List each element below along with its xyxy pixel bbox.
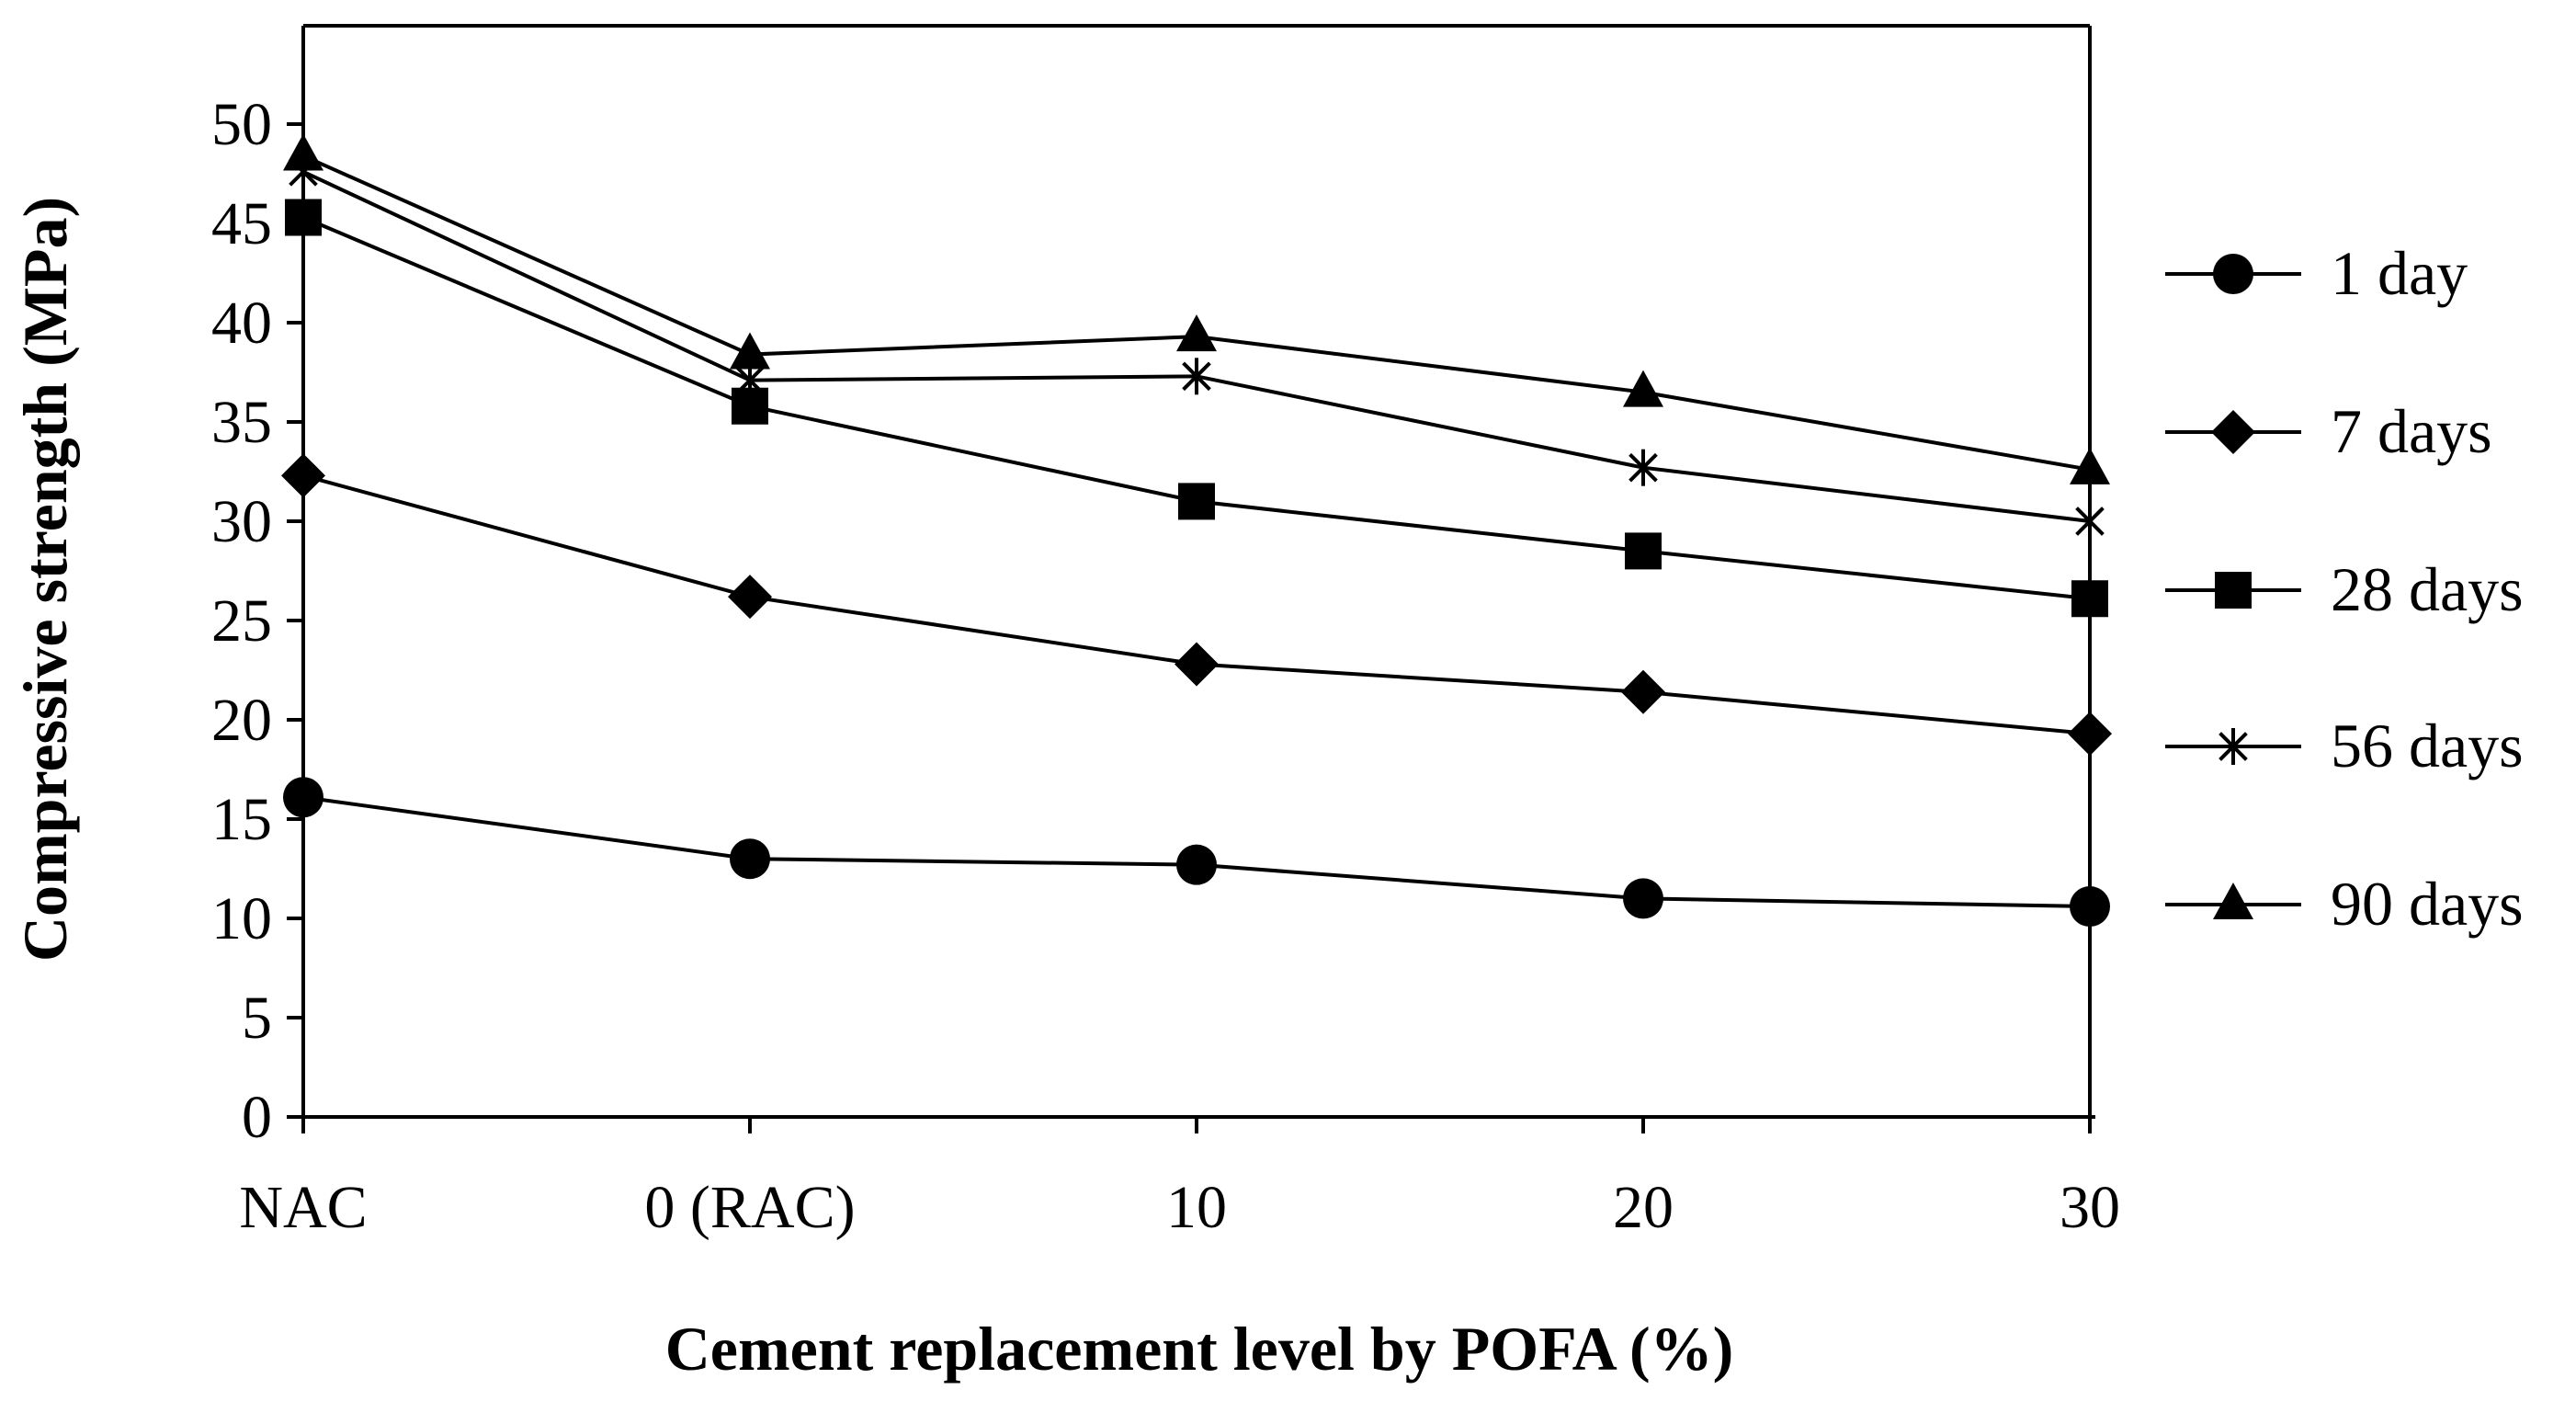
legend-label: 90 days bbox=[2331, 869, 2524, 939]
data-point-7-days bbox=[1175, 642, 1219, 687]
series-56-days bbox=[289, 153, 2105, 540]
data-point-90-days bbox=[1623, 370, 1663, 407]
data-point-90-days bbox=[730, 332, 770, 370]
y-tick-label: 0 bbox=[242, 1084, 272, 1151]
x-tick-label: 20 bbox=[1613, 1174, 1674, 1241]
x-axis-title: Cement replacement level by POFA (%) bbox=[665, 1314, 1734, 1384]
asterisk-stroke bbox=[735, 365, 765, 395]
legend-marker-28-days bbox=[2215, 572, 2252, 609]
y-tick-label: 20 bbox=[211, 687, 272, 754]
legend-item-56-days: 56 days bbox=[2165, 711, 2524, 780]
legend-label: 1 day bbox=[2331, 238, 2468, 308]
x-tick-label: NAC bbox=[239, 1174, 367, 1241]
data-point-28-days bbox=[2071, 580, 2108, 618]
data-point-1-day bbox=[283, 777, 323, 818]
data-point-56-days bbox=[1628, 449, 1658, 486]
y-tick-label: 35 bbox=[211, 389, 272, 456]
series-28-days bbox=[285, 199, 2108, 618]
asterisk-stroke bbox=[2219, 732, 2248, 761]
legend-item-90-days: 90 days bbox=[2165, 869, 2524, 939]
data-point-90-days bbox=[1176, 314, 1217, 352]
data-point-28-days bbox=[1625, 532, 1662, 570]
y-tick-label: 45 bbox=[211, 190, 272, 257]
series-1-day bbox=[283, 777, 2110, 928]
axes: 0 5 10 15 20 25 30 35 40 45 50 NAC 0 (RAC) 10 20 30 bbox=[211, 24, 2120, 1241]
data-point-28-days bbox=[285, 199, 322, 236]
asterisk-stroke bbox=[2075, 507, 2105, 536]
legend-marker-56-days bbox=[2219, 728, 2248, 765]
legend-label: 28 days bbox=[2331, 554, 2524, 624]
legend-label: 56 days bbox=[2331, 711, 2524, 780]
series-line-90-days bbox=[302, 154, 2091, 472]
data-point-7-days bbox=[2068, 712, 2112, 757]
legend-item-28-days: 28 days bbox=[2165, 554, 2524, 624]
y-tick-label: 30 bbox=[211, 488, 272, 555]
legend-marker-7-days bbox=[2211, 410, 2255, 454]
y-tick-label: 40 bbox=[211, 290, 272, 357]
x-tick-label: 0 (RAC) bbox=[644, 1174, 855, 1241]
x-tick-label: 30 bbox=[2060, 1174, 2120, 1241]
x-tick-label: 10 bbox=[1166, 1174, 1227, 1241]
data-point-90-days bbox=[2070, 447, 2110, 484]
data-point-7-days bbox=[728, 575, 772, 620]
y-tick-label: 50 bbox=[211, 91, 272, 158]
legend-item-7-days: 7 days bbox=[2165, 396, 2492, 466]
data-point-28-days bbox=[1178, 483, 1215, 520]
data-point-56-days bbox=[2075, 503, 2105, 540]
data-point-7-days bbox=[281, 453, 325, 498]
legend-marker-90-days bbox=[2213, 883, 2253, 919]
legend-label: 7 days bbox=[2331, 396, 2492, 466]
data-point-90-days bbox=[283, 133, 323, 171]
y-tick-label: 25 bbox=[211, 587, 272, 655]
y-tick-label: 10 bbox=[211, 885, 272, 952]
data-point-1-day bbox=[1623, 878, 1663, 919]
series-90-days bbox=[283, 133, 2110, 484]
asterisk-stroke bbox=[1628, 452, 1658, 483]
data-point-1-day bbox=[730, 838, 770, 880]
series-layer bbox=[281, 133, 2112, 928]
data-point-1-day bbox=[2070, 886, 2110, 928]
data-point-56-days bbox=[1182, 358, 1211, 395]
legend: 1 day 7 days 28 days 56 days 90 days bbox=[2165, 238, 2524, 939]
series-7-days bbox=[281, 453, 2112, 757]
y-tick-label: 5 bbox=[242, 985, 272, 1052]
y-axis-title: Compressive strength (MPa) bbox=[10, 197, 80, 962]
data-point-7-days bbox=[1621, 669, 1665, 714]
data-point-1-day bbox=[1176, 844, 1217, 885]
legend-marker-1-day bbox=[2213, 254, 2253, 294]
asterisk-stroke bbox=[1182, 361, 1211, 392]
legend-item-1-day: 1 day bbox=[2165, 238, 2468, 308]
y-tick-label: 15 bbox=[211, 786, 272, 853]
